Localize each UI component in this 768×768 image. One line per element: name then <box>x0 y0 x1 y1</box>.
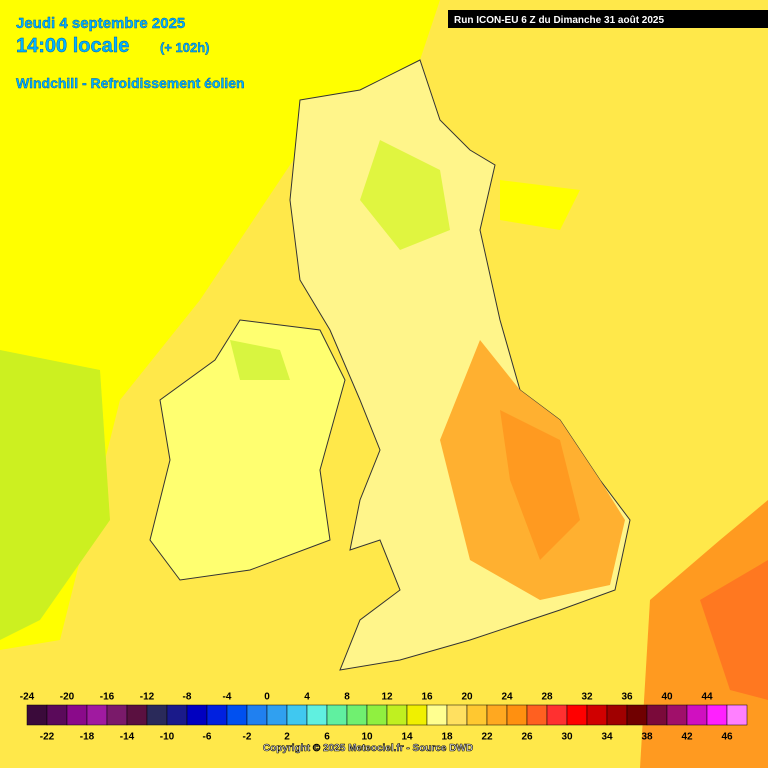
legend-label: -10 <box>160 732 175 743</box>
legend-swatch <box>366 704 388 726</box>
legend-label: 44 <box>701 692 713 703</box>
field-zone <box>360 140 450 250</box>
legend-swatch <box>286 704 308 726</box>
legend-label: -4 <box>223 692 232 703</box>
legend-swatch <box>226 704 248 726</box>
legend-swatch <box>346 704 368 726</box>
legend-swatch <box>26 704 48 726</box>
legend-swatch <box>386 704 408 726</box>
field-zone <box>640 500 768 768</box>
legend-swatch <box>406 704 428 726</box>
legend-label: -6 <box>203 732 212 743</box>
legend-swatch <box>66 704 88 726</box>
legend-swatch <box>106 704 128 726</box>
legend-swatch <box>506 704 528 726</box>
legend-swatch <box>526 704 548 726</box>
legend-swatch <box>166 704 188 726</box>
legend-swatch <box>566 704 588 726</box>
field-zone <box>700 560 768 700</box>
legend-swatch <box>546 704 568 726</box>
field-zone <box>500 410 580 560</box>
legend-swatch <box>706 704 728 726</box>
legend-swatch <box>586 704 608 726</box>
legend-swatch <box>246 704 268 726</box>
legend-label: 34 <box>601 732 613 743</box>
run-info: Run ICON-EU 6 Z du Dimanche 31 août 2025 <box>454 15 664 26</box>
forecast-time: 14:00 locale <box>16 35 129 57</box>
legend-label: 14 <box>401 732 413 743</box>
legend-label: 4 <box>304 692 310 703</box>
legend-label: 22 <box>481 732 493 743</box>
legend-swatch <box>306 704 328 726</box>
forecast-offset: (+ 102h) <box>160 40 210 55</box>
legend-label: 12 <box>381 692 393 703</box>
legend-swatch <box>666 704 688 726</box>
legend-swatch <box>266 704 288 726</box>
legend-label: 16 <box>421 692 433 703</box>
legend-label: -2 <box>243 732 252 743</box>
legend-label: 26 <box>521 732 533 743</box>
legend-label: 28 <box>541 692 553 703</box>
legend-label: 6 <box>324 732 330 743</box>
legend-swatch <box>686 704 708 726</box>
run-box <box>448 10 768 28</box>
legend-swatch <box>86 704 108 726</box>
legend-label: 36 <box>621 692 633 703</box>
legend-label: 46 <box>721 732 733 743</box>
legend-swatch <box>126 704 148 726</box>
legend-label: -20 <box>60 692 75 703</box>
legend-swatch <box>646 704 668 726</box>
legend-swatch <box>446 704 468 726</box>
legend-swatch <box>606 704 628 726</box>
legend-swatch <box>486 704 508 726</box>
legend-label: 40 <box>661 692 673 703</box>
legend-label: 8 <box>344 692 350 703</box>
legend-label: 0 <box>264 692 270 703</box>
ireland <box>149 319 346 581</box>
forecast-date: Jeudi 4 septembre 2025 <box>16 15 185 32</box>
copyright: Copyright © 2025 Meteociel.fr - Source D… <box>263 743 473 754</box>
legend-label: -8 <box>183 692 192 703</box>
legend-label: 38 <box>641 732 653 743</box>
legend-swatch <box>46 704 68 726</box>
legend-label: 10 <box>361 732 373 743</box>
legend-label: 2 <box>284 732 290 743</box>
variable-name: Windchill - Refroidissement éolien <box>16 75 245 91</box>
legend-label: 24 <box>501 692 513 703</box>
legend-swatch <box>186 704 208 726</box>
legend-swatch <box>626 704 648 726</box>
legend-label: -12 <box>140 692 155 703</box>
legend-label: -14 <box>120 732 135 743</box>
legend-label: -24 <box>20 692 35 703</box>
legend-label: 32 <box>581 692 593 703</box>
field-zone <box>0 0 440 650</box>
field-zone <box>230 340 290 380</box>
legend-label: 20 <box>461 692 473 703</box>
legend-swatch <box>146 704 168 726</box>
legend-label: -16 <box>100 692 115 703</box>
legend-swatch <box>726 704 748 726</box>
field-zone <box>500 180 580 230</box>
legend-swatch <box>206 704 228 726</box>
legend-label: -22 <box>40 732 55 743</box>
legend-swatch <box>466 704 488 726</box>
legend-label: -18 <box>80 732 95 743</box>
legend-label: 30 <box>561 732 573 743</box>
field-zone <box>0 350 110 640</box>
legend-swatch <box>326 704 348 726</box>
legend-label: 18 <box>441 732 453 743</box>
legend-swatch <box>426 704 448 726</box>
legend-label: 42 <box>681 732 693 743</box>
